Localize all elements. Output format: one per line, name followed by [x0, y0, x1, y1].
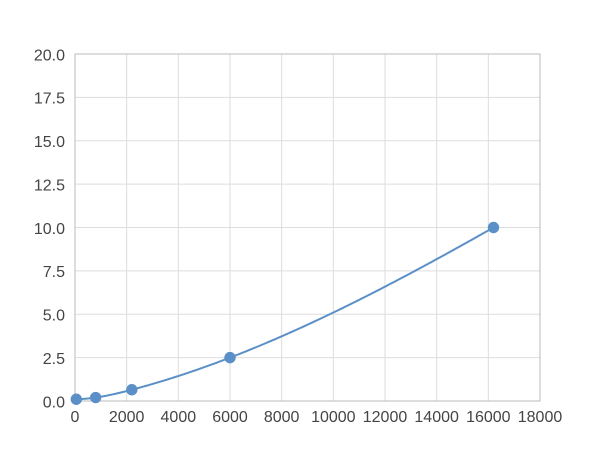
- svg-text:12000: 12000: [363, 409, 408, 426]
- svg-text:0.0: 0.0: [43, 394, 65, 411]
- svg-text:10.0: 10.0: [34, 221, 65, 238]
- svg-text:14000: 14000: [414, 409, 459, 426]
- svg-text:18000: 18000: [518, 409, 563, 426]
- svg-text:2000: 2000: [109, 409, 145, 426]
- svg-text:17.5: 17.5: [34, 91, 65, 108]
- svg-text:16000: 16000: [466, 409, 511, 426]
- svg-text:12.5: 12.5: [34, 177, 65, 194]
- svg-text:15.0: 15.0: [34, 134, 65, 151]
- svg-text:0: 0: [71, 409, 80, 426]
- svg-text:8000: 8000: [264, 409, 300, 426]
- svg-text:6000: 6000: [212, 409, 248, 426]
- svg-text:4000: 4000: [161, 409, 197, 426]
- svg-text:10000: 10000: [311, 409, 356, 426]
- svg-text:2.5: 2.5: [43, 351, 65, 368]
- svg-text:20.0: 20.0: [34, 47, 65, 64]
- svg-text:5.0: 5.0: [43, 308, 65, 325]
- svg-text:7.5: 7.5: [43, 264, 65, 281]
